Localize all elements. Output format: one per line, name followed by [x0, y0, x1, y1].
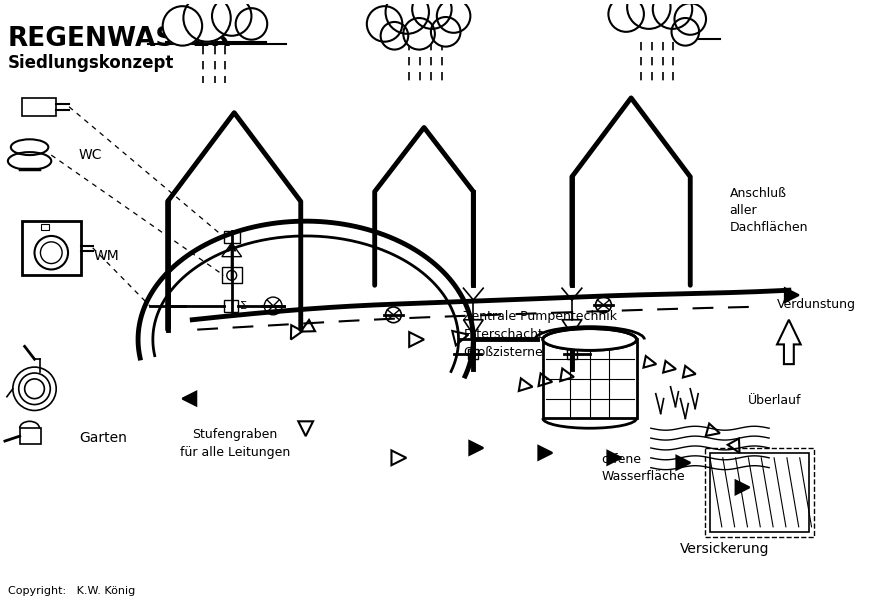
Polygon shape: [182, 392, 196, 405]
Text: Zentrale Pumpentechnik
Filterschacht
Großzisterne: Zentrale Pumpentechnik Filterschacht Gro…: [463, 310, 617, 359]
Text: REGENWASSER: REGENWASSER: [8, 26, 231, 52]
Polygon shape: [736, 480, 749, 494]
Text: Anschluß
aller
Dachflächen: Anschluß aller Dachflächen: [730, 186, 808, 234]
Bar: [543, 339, 637, 419]
Circle shape: [674, 3, 706, 34]
Circle shape: [183, 0, 231, 42]
Circle shape: [653, 0, 692, 29]
Polygon shape: [677, 456, 691, 469]
Circle shape: [437, 0, 470, 33]
Text: Stufengraben
für alle Leitungen: Stufengraben für alle Leitungen: [180, 428, 290, 459]
Circle shape: [404, 18, 435, 50]
Polygon shape: [469, 441, 483, 455]
Text: Σ: Σ: [240, 301, 247, 311]
Text: Garten: Garten: [78, 431, 126, 445]
Text: offene
Wasserfläche: offene Wasserfläche: [602, 453, 685, 483]
Bar: [20, 428, 41, 444]
Bar: [705, 448, 814, 537]
Bar: [224, 300, 238, 312]
Circle shape: [412, 0, 452, 29]
Text: Versickerung: Versickerung: [680, 541, 769, 555]
Bar: [221, 267, 242, 283]
Bar: [22, 98, 56, 116]
Circle shape: [671, 18, 699, 45]
Ellipse shape: [543, 329, 637, 350]
Circle shape: [380, 22, 408, 50]
Bar: [710, 453, 808, 532]
Circle shape: [627, 0, 671, 29]
Text: WC: WC: [78, 148, 102, 162]
Text: Siedlungskonzept: Siedlungskonzept: [8, 53, 174, 71]
Bar: [567, 349, 577, 359]
Text: WM: WM: [93, 249, 119, 263]
Polygon shape: [538, 446, 552, 460]
Circle shape: [431, 17, 460, 47]
Circle shape: [163, 6, 202, 45]
Bar: [22, 221, 81, 275]
Text: Verdunstung: Verdunstung: [777, 298, 856, 311]
Bar: [468, 349, 478, 359]
Circle shape: [385, 0, 429, 34]
Polygon shape: [608, 451, 621, 465]
Bar: [41, 224, 50, 230]
Circle shape: [609, 0, 644, 32]
Polygon shape: [785, 288, 799, 302]
Circle shape: [367, 6, 402, 42]
Text: Überlauf: Überlauf: [747, 394, 801, 407]
Text: Copyright:   K.W. König: Copyright: K.W. König: [8, 586, 135, 596]
Circle shape: [235, 8, 267, 40]
Circle shape: [212, 0, 251, 36]
Bar: [224, 231, 240, 243]
